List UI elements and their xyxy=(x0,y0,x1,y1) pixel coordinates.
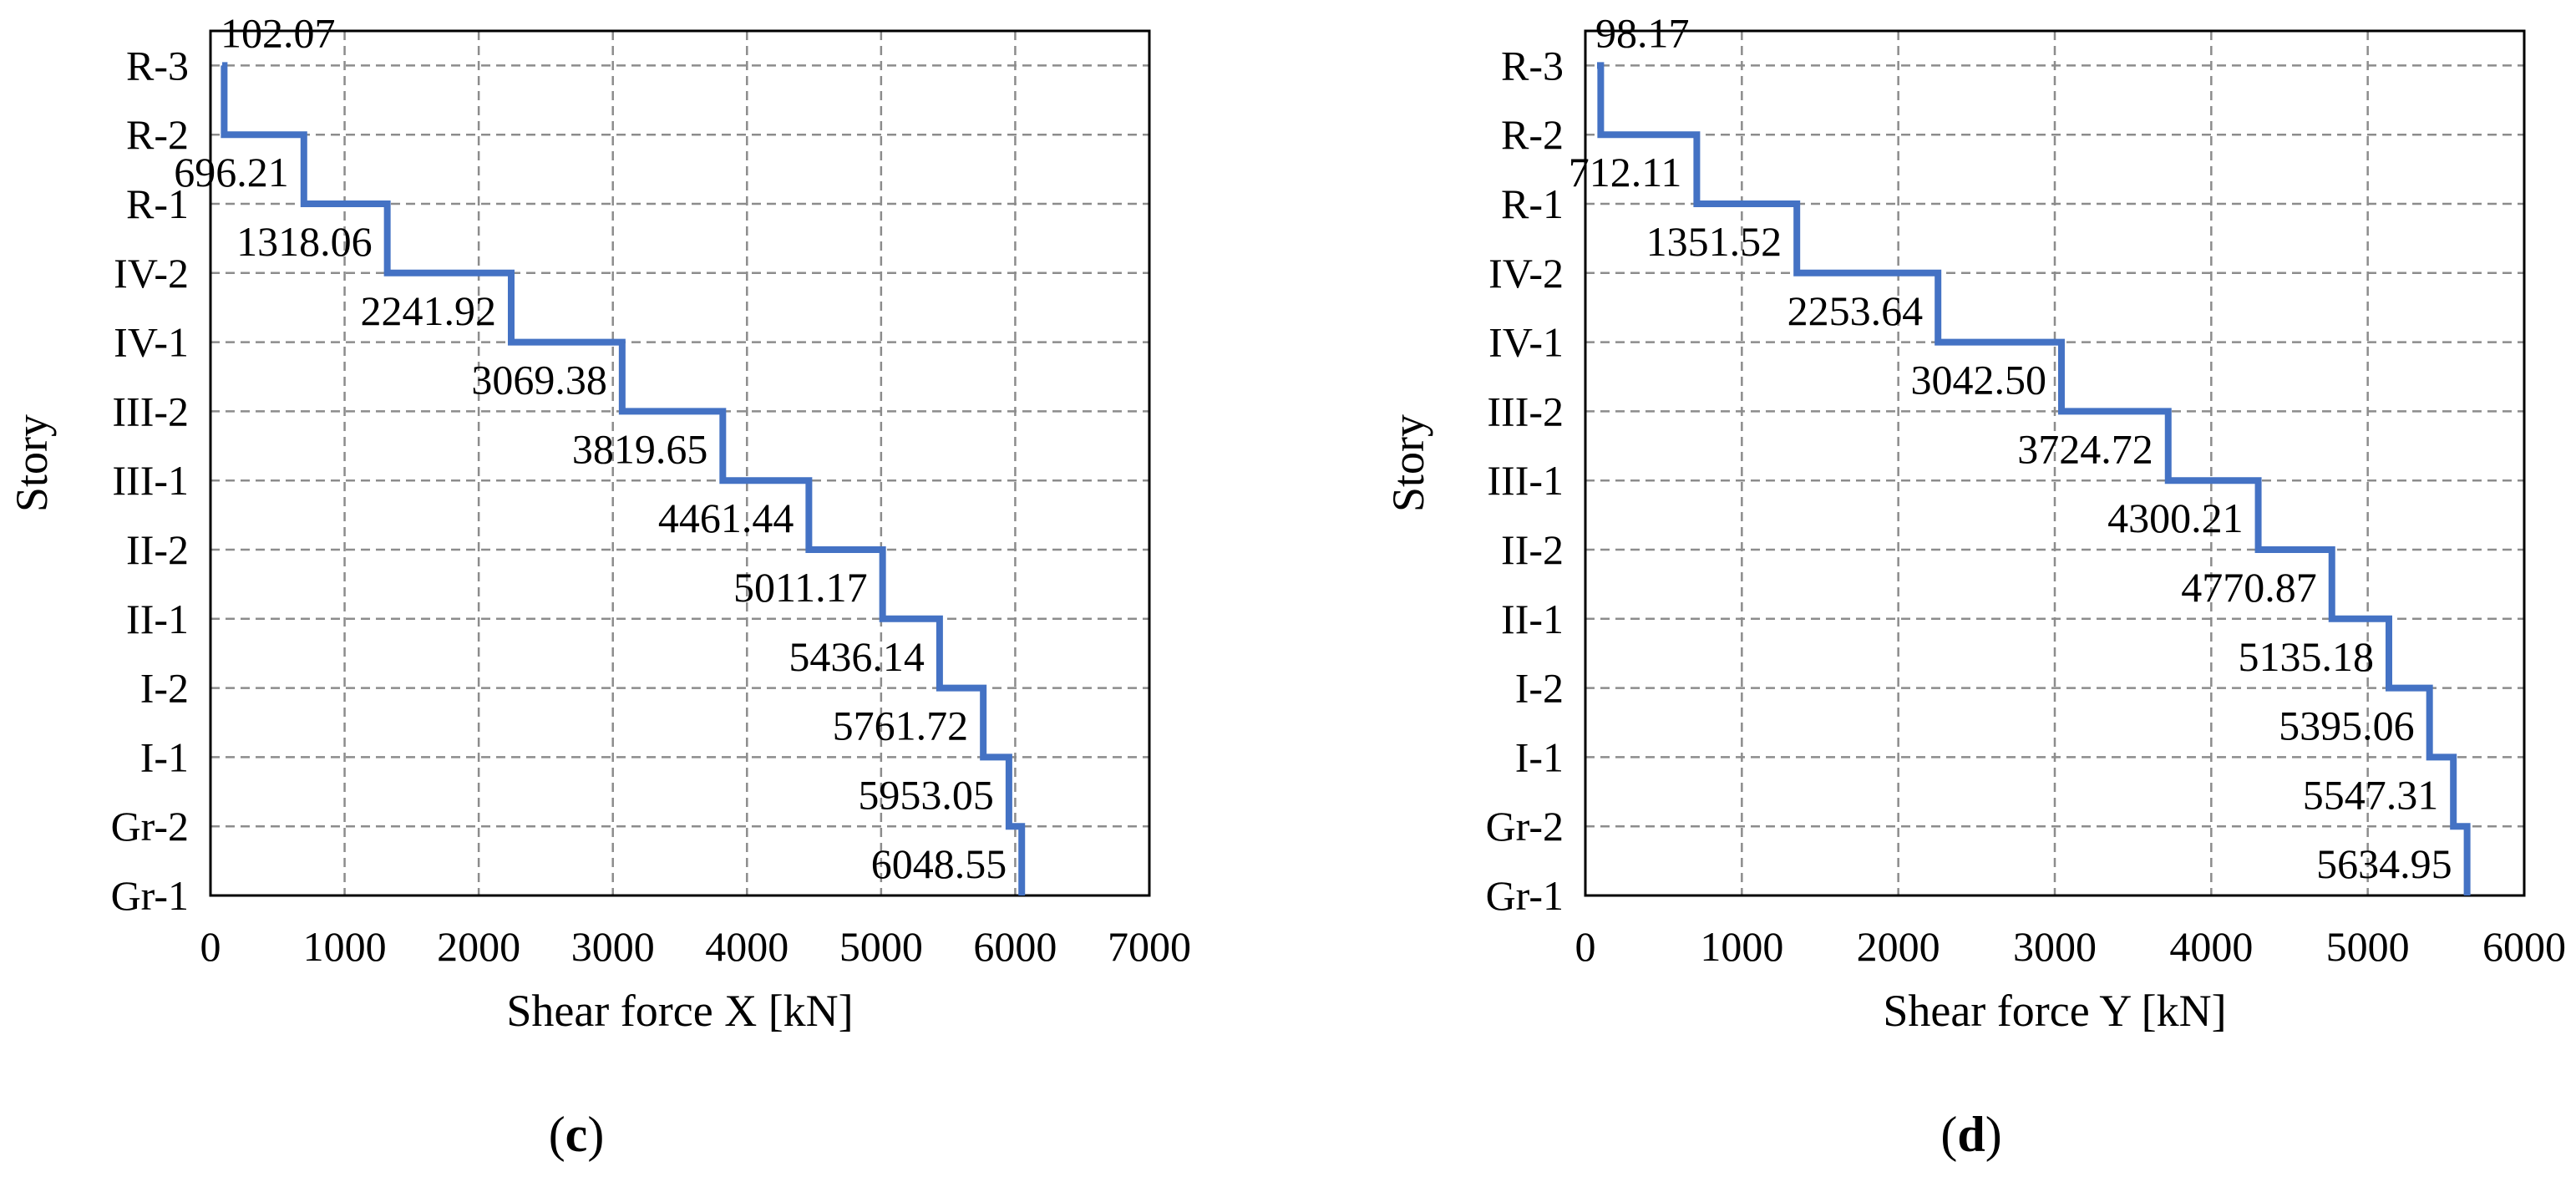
y-tick-label: R-3 xyxy=(1501,42,1564,89)
y-tick-label: R-1 xyxy=(1501,180,1564,227)
y-tick-label: Gr-2 xyxy=(1486,803,1564,850)
y-tick-label: IV-2 xyxy=(1488,250,1564,297)
y-tick-label: I-1 xyxy=(1515,733,1564,780)
y-tick-label: R-2 xyxy=(1501,111,1564,158)
data-label: 102.07 xyxy=(221,9,336,56)
panel-label-close: ) xyxy=(587,1107,604,1162)
x-tick-label: 3000 xyxy=(2013,923,2097,970)
data-label: 4300.21 xyxy=(2107,495,2244,541)
y-tick-label: I-1 xyxy=(140,733,189,780)
y-tick-label: Gr-1 xyxy=(111,872,189,919)
data-label: 5395.06 xyxy=(2279,703,2415,749)
x-tick-label: 0 xyxy=(200,923,221,970)
y-tick-label: III-1 xyxy=(1487,457,1564,504)
data-label: 5634.95 xyxy=(2316,840,2452,887)
y-tick-label: I-2 xyxy=(140,665,189,712)
data-label: 696.21 xyxy=(174,149,289,195)
data-label: 5953.05 xyxy=(858,771,994,818)
panel-label-letter: c xyxy=(565,1107,588,1162)
chart-panel-d: R-3 R-2 R-1 IV-2 IV-1 III-2 III-1 II-2 II-1 I-2 I-… xyxy=(1383,9,2566,1162)
x-tick-label: 5000 xyxy=(2326,923,2410,970)
y-tick-label: III-2 xyxy=(112,388,189,434)
y-tick-label: II-1 xyxy=(126,596,189,642)
data-label: 1318.06 xyxy=(236,218,373,265)
panel-label: (c) xyxy=(549,1107,605,1162)
y-tick-label: R-3 xyxy=(126,42,189,89)
data-label: 2241.92 xyxy=(360,287,496,334)
data-label: 5436.14 xyxy=(789,633,925,680)
x-tick-label: 2000 xyxy=(437,923,520,970)
x-tick-label: 4000 xyxy=(705,923,789,970)
y-axis-title: Story xyxy=(7,414,57,512)
x-axis-title: Shear force Y [kN] xyxy=(1883,986,2226,1036)
x-tick-label: 1000 xyxy=(303,923,387,970)
y-axis-title: Story xyxy=(1383,414,1433,512)
y-tick-label: II-2 xyxy=(126,526,189,573)
data-label: 5135.18 xyxy=(2238,633,2374,680)
x-tick-label: 2000 xyxy=(1857,923,1940,970)
data-label: 4461.44 xyxy=(658,495,794,541)
panel-label-letter: d xyxy=(1957,1107,1985,1162)
data-label: 3042.50 xyxy=(1910,357,2046,403)
panel-label: (d) xyxy=(1940,1107,2001,1162)
y-tick-label: III-1 xyxy=(112,457,189,504)
data-label: 712.11 xyxy=(1569,149,1682,195)
x-tick-label: 6000 xyxy=(973,923,1057,970)
data-label: 4770.87 xyxy=(2181,564,2317,611)
panel-label-open: ( xyxy=(1940,1107,1957,1162)
chart-panel-c: R-3R-2R-1IV-2IV-1III-2III-1II-2II-1I-2I-… xyxy=(7,9,1191,1162)
data-label: 5547.31 xyxy=(2303,771,2439,818)
x-tick-label: 3000 xyxy=(571,923,655,970)
x-tick-label: 4000 xyxy=(2169,923,2253,970)
x-axis-title: Shear force X [kN] xyxy=(506,986,853,1036)
y-tick-label: Gr-2 xyxy=(111,803,189,850)
y-tick-label: II-2 xyxy=(1501,526,1564,573)
data-label: 5011.17 xyxy=(733,564,868,611)
x-tick-label: 7000 xyxy=(1108,923,1191,970)
x-tick-label: 6000 xyxy=(2482,923,2566,970)
y-tick-label: IV-1 xyxy=(114,319,189,366)
data-label: 5761.72 xyxy=(833,703,969,749)
data-label: 3069.38 xyxy=(471,357,607,403)
y-tick-label: I-2 xyxy=(1515,665,1564,712)
panel-label-close: ) xyxy=(1985,1107,2002,1162)
data-label: 2253.64 xyxy=(1787,287,1924,334)
data-label: 98.17 xyxy=(1595,9,1690,56)
data-label: 3724.72 xyxy=(2017,425,2153,472)
data-label: 6048.55 xyxy=(871,840,1007,887)
x-tick-label: 5000 xyxy=(839,923,923,970)
data-label: 3819.65 xyxy=(572,425,708,472)
y-tick-label: IV-1 xyxy=(1488,319,1564,366)
panel-label-open: ( xyxy=(549,1107,565,1162)
data-label: 1351.52 xyxy=(1646,218,1782,265)
y-tick-label: IV-2 xyxy=(114,250,189,297)
y-tick-label: III-2 xyxy=(1487,388,1564,434)
y-tick-label: Gr-1 xyxy=(1486,872,1564,919)
x-tick-label: 1000 xyxy=(1700,923,1783,970)
x-tick-label: 0 xyxy=(1575,923,1596,970)
y-tick-label: II-1 xyxy=(1501,596,1564,642)
